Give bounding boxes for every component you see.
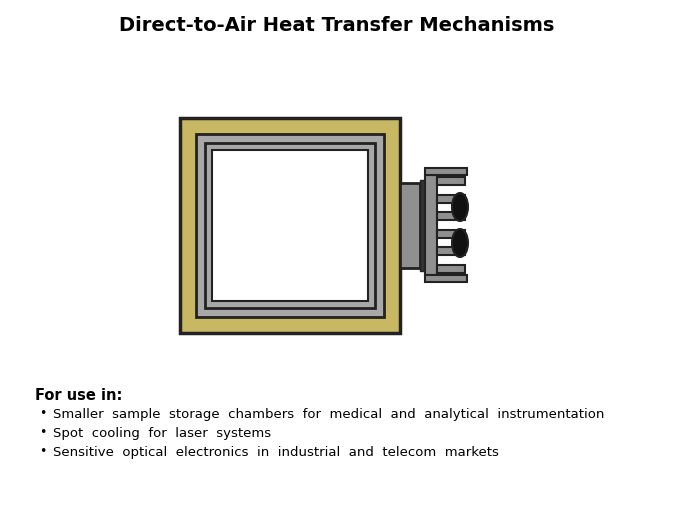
Bar <box>420 180 425 271</box>
Bar <box>437 230 465 238</box>
Ellipse shape <box>452 230 468 258</box>
Text: Smaller  sample  storage  chambers  for  medical  and  analytical  instrumentati: Smaller sample storage chambers for medi… <box>53 407 604 420</box>
Bar <box>425 275 467 282</box>
Text: •: • <box>39 406 47 419</box>
Bar <box>400 183 420 268</box>
Bar <box>437 266 465 274</box>
Text: Sensitive  optical  electronics  in  industrial  and  telecom  markets: Sensitive optical electronics in industr… <box>53 445 499 458</box>
Text: •: • <box>39 425 47 438</box>
Bar <box>437 213 465 221</box>
Bar <box>425 169 467 176</box>
Text: Direct-to-Air Heat Transfer Mechanisms: Direct-to-Air Heat Transfer Mechanisms <box>119 16 555 35</box>
Bar <box>437 195 465 203</box>
Bar <box>437 248 465 256</box>
Bar <box>180 118 400 333</box>
Bar <box>437 178 465 186</box>
Text: For use in:: For use in: <box>35 387 122 402</box>
Ellipse shape <box>452 193 468 222</box>
Bar <box>196 134 384 317</box>
Bar <box>212 150 368 301</box>
Text: Spot  cooling  for  laser  systems: Spot cooling for laser systems <box>53 426 271 439</box>
Bar <box>205 143 375 308</box>
Text: •: • <box>39 444 47 457</box>
Bar <box>425 176 437 275</box>
